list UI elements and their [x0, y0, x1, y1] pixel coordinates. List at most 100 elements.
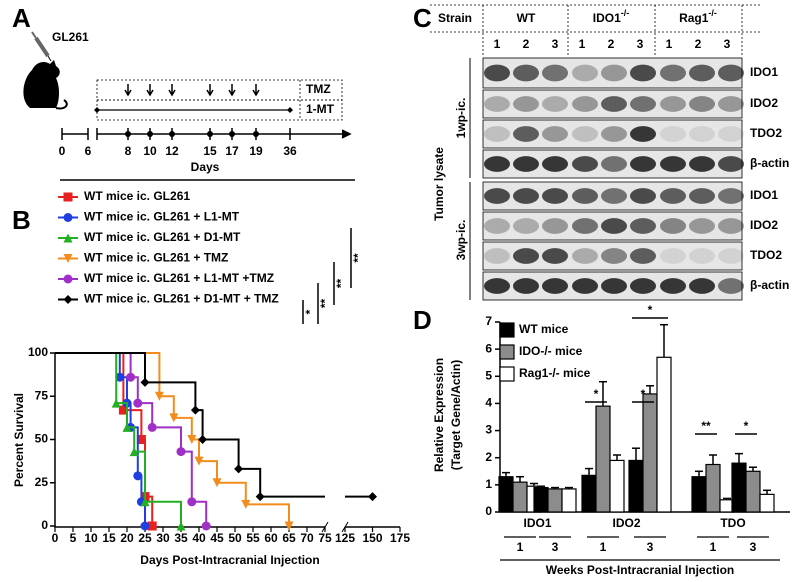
dose-arrow	[168, 84, 176, 97]
marker	[284, 521, 294, 531]
blot-band	[513, 248, 539, 264]
y-axis-label: Percent Survival	[12, 393, 26, 487]
lane-label: 2	[695, 37, 702, 51]
blot-band	[572, 188, 598, 204]
blot-band	[689, 278, 715, 294]
legend-label: WT mice ic. GL261 + L1-MT	[84, 210, 240, 224]
blot-header	[430, 4, 760, 56]
day-label: 36	[283, 144, 297, 158]
blot-band	[484, 188, 510, 204]
survival-step	[238, 467, 262, 497]
strain-name: WT	[517, 11, 536, 25]
side-label: Tumor lysate	[432, 147, 446, 221]
significance-label: *	[303, 309, 317, 314]
y-axis-label: (Target Gene/Actin)	[449, 360, 463, 470]
x-axis-label: Weeks Post-Intracranial Injection	[546, 563, 735, 577]
blot-row-label: TDO2	[750, 248, 782, 262]
day-label: 19	[249, 144, 263, 158]
bar	[533, 486, 549, 513]
survival-step	[152, 426, 182, 452]
survival-step	[55, 352, 121, 378]
survival-step	[217, 481, 247, 505]
lane-label: 2	[523, 37, 530, 51]
blot-band	[689, 64, 715, 82]
blot-band	[630, 248, 656, 264]
blot-band	[630, 218, 656, 234]
survival-step	[145, 500, 182, 526]
x-tick-label: 10	[84, 531, 98, 545]
blot-band	[689, 188, 715, 204]
blot-band	[718, 248, 744, 264]
x-tick-label: 0	[52, 531, 59, 545]
x-tick-label: 55	[246, 531, 260, 545]
lane-label: 3	[724, 37, 731, 51]
bar	[759, 493, 775, 513]
blot-band	[601, 64, 627, 82]
blot-band	[513, 96, 539, 112]
blot-band	[484, 278, 510, 294]
week-label: 3	[750, 540, 757, 554]
legend-marker	[63, 295, 73, 304]
legend-marker	[63, 254, 73, 263]
blot-band	[542, 188, 568, 204]
day-label: 12	[165, 144, 179, 158]
x-tick-label: 50	[228, 531, 242, 545]
strain-name: IDO1	[593, 11, 621, 25]
bar	[628, 459, 644, 513]
significance-label: **	[351, 253, 365, 263]
panel-label: A	[12, 3, 31, 33]
survival-step	[130, 376, 139, 404]
blot-band	[513, 188, 539, 204]
blot-band	[630, 126, 656, 142]
marker	[140, 521, 150, 531]
day-label: 17	[225, 144, 239, 158]
blot-band	[630, 188, 656, 204]
day-label: 0	[59, 144, 66, 158]
legend-label: WT mice ic. GL261 + TMZ	[84, 251, 228, 265]
y-tick-label: 3	[485, 423, 492, 437]
bar	[581, 474, 597, 513]
strain-label: Rag1-/-	[679, 8, 717, 25]
day-label: 6	[85, 144, 92, 158]
blot-band	[660, 156, 686, 172]
blot-band	[484, 96, 510, 112]
legend-label: WT mice ic. GL261	[84, 189, 190, 203]
timeline	[60, 128, 355, 181]
blot-band	[572, 156, 598, 172]
legend-swatch	[499, 366, 515, 382]
survival-step	[181, 450, 193, 502]
blot-row-label: IDO1	[750, 65, 778, 79]
y-axis-label: Relative Expression	[432, 358, 446, 472]
significance-label: **	[318, 299, 332, 309]
bar	[609, 459, 625, 513]
blot-band	[630, 96, 656, 112]
blot-band	[601, 278, 627, 294]
blot-band	[660, 188, 686, 204]
bar	[731, 462, 747, 513]
x-tick-label: 65	[282, 531, 296, 545]
group-label: IDO1	[523, 516, 551, 530]
blot-band	[572, 248, 598, 264]
legend-marker	[63, 192, 73, 202]
lane-label: 3	[637, 37, 644, 51]
survival-step	[55, 352, 125, 411]
y-tick-label: 4	[485, 396, 492, 410]
panel-label: C	[413, 3, 432, 33]
bar	[561, 488, 577, 513]
blot-band	[572, 64, 598, 82]
blot-band	[689, 126, 715, 142]
survival-step	[137, 402, 154, 428]
week-label: 1	[600, 540, 607, 554]
bar	[656, 356, 672, 513]
blot-band	[718, 96, 744, 112]
x-tick-label: 30	[156, 531, 170, 545]
blot-band	[572, 96, 598, 112]
survival-step	[137, 474, 143, 502]
blot-band	[513, 278, 539, 294]
dose-arrow	[146, 84, 154, 97]
y-tick-label: 5	[485, 368, 492, 382]
survival-step	[127, 402, 132, 428]
lane-label: 1	[666, 37, 673, 51]
blot-band	[513, 156, 539, 172]
blot-band	[572, 218, 598, 234]
